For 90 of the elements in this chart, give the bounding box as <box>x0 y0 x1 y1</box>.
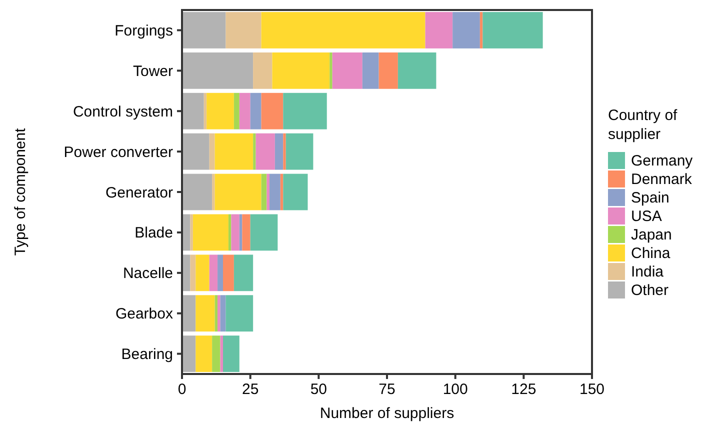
bar <box>223 254 234 292</box>
y-tick-label: Bearing <box>121 346 173 364</box>
legend-label: Other <box>631 282 669 299</box>
bar <box>190 214 193 251</box>
bar <box>212 174 215 210</box>
x-axis-title: Number of suppliers <box>320 405 454 422</box>
bar <box>214 295 218 332</box>
legend-label: USA <box>631 208 662 225</box>
y-tick-label: Forgings <box>114 22 173 40</box>
bar <box>261 174 267 210</box>
bar <box>239 214 242 251</box>
bar <box>242 214 250 251</box>
x-tick-label: 75 <box>378 381 396 398</box>
bar <box>192 214 228 251</box>
bar <box>220 336 223 372</box>
y-tick-label: Generator <box>105 184 173 202</box>
legend-label: India <box>631 264 664 280</box>
bar <box>286 133 314 170</box>
bar <box>253 133 256 170</box>
bar <box>425 12 453 48</box>
bar <box>196 336 212 372</box>
bar <box>250 214 278 251</box>
bar <box>214 174 262 210</box>
y-tick-label: Nacelle <box>122 265 173 282</box>
bar <box>234 92 240 130</box>
bar <box>398 52 436 89</box>
bar <box>182 133 210 170</box>
bar <box>218 295 220 332</box>
bar <box>204 92 207 130</box>
bar <box>212 336 220 372</box>
y-tick-label: Tower <box>132 62 173 80</box>
bar <box>234 254 254 292</box>
bar <box>253 52 272 89</box>
y-axis-title: Type of component <box>12 127 29 256</box>
x-tick-label: 150 <box>579 381 605 398</box>
bar <box>196 295 215 332</box>
bar <box>209 133 215 170</box>
y-tick-label: Gearbox <box>115 306 174 323</box>
bar <box>482 12 543 48</box>
bar <box>223 336 240 372</box>
bar <box>239 92 250 130</box>
x-tick-label: 100 <box>442 381 468 398</box>
bar <box>283 92 327 130</box>
bar <box>218 254 223 292</box>
bar <box>269 174 280 210</box>
bar <box>228 214 232 251</box>
bar <box>378 52 398 89</box>
bar <box>480 12 483 48</box>
bar <box>190 254 196 292</box>
bar <box>206 92 234 130</box>
x-tick-label: 125 <box>511 381 536 398</box>
legend-label: Japan <box>631 226 672 244</box>
bar <box>256 133 275 170</box>
y-tick-label: Control system <box>72 103 173 120</box>
bar <box>261 12 426 48</box>
bar <box>452 12 480 48</box>
legend-title: Country of supplier <box>608 107 678 143</box>
bar <box>266 174 270 210</box>
bar <box>196 254 210 292</box>
legend-label: Germany <box>631 152 694 170</box>
bar <box>283 133 286 170</box>
bar <box>220 295 226 332</box>
bar <box>182 174 212 210</box>
bar <box>272 52 330 89</box>
y-tick-label: Power converter <box>64 144 173 161</box>
bar <box>182 92 204 130</box>
x-tick-label: 25 <box>242 381 259 398</box>
bar <box>182 336 196 372</box>
bar <box>182 52 254 89</box>
bar <box>226 12 262 48</box>
bar <box>330 52 332 89</box>
x-tick-label: 50 <box>310 381 328 398</box>
x-tick-label: 0 <box>178 381 186 398</box>
bar <box>209 254 218 292</box>
legend-label: Spain <box>631 190 670 206</box>
bar <box>182 295 196 332</box>
bar <box>283 174 308 210</box>
legend-label: China <box>631 245 671 262</box>
y-tick-label: Blade <box>134 224 173 242</box>
bar <box>226 295 254 332</box>
bar <box>182 12 226 48</box>
bar <box>362 52 379 89</box>
bar <box>250 92 262 130</box>
bar <box>231 214 240 251</box>
bar <box>274 133 284 170</box>
bar <box>280 174 284 210</box>
bar <box>214 133 254 170</box>
bar <box>261 92 284 130</box>
legend-label: Denmark <box>631 171 692 188</box>
bar <box>332 52 362 89</box>
